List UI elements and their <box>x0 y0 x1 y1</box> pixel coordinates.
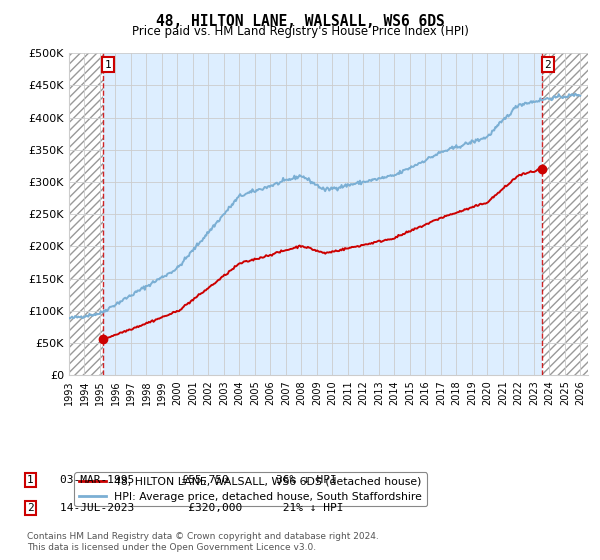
Text: 2: 2 <box>544 60 551 69</box>
Text: 48, HILTON LANE, WALSALL, WS6 6DS: 48, HILTON LANE, WALSALL, WS6 6DS <box>155 14 445 29</box>
Text: Contains HM Land Registry data © Crown copyright and database right 2024.
This d: Contains HM Land Registry data © Crown c… <box>27 532 379 552</box>
Legend: 48, HILTON LANE, WALSALL, WS6 6DS (detached house), HPI: Average price, detached: 48, HILTON LANE, WALSALL, WS6 6DS (detac… <box>74 473 427 506</box>
Text: 1: 1 <box>27 475 34 485</box>
Text: Price paid vs. HM Land Registry's House Price Index (HPI): Price paid vs. HM Land Registry's House … <box>131 25 469 38</box>
Text: 1: 1 <box>105 60 112 69</box>
Text: 2: 2 <box>27 503 34 513</box>
Text: 03-MAR-1995       £55,750       36% ↓ HPI: 03-MAR-1995 £55,750 36% ↓ HPI <box>60 475 337 485</box>
Text: 14-JUL-2023        £320,000      21% ↓ HPI: 14-JUL-2023 £320,000 21% ↓ HPI <box>60 503 343 513</box>
